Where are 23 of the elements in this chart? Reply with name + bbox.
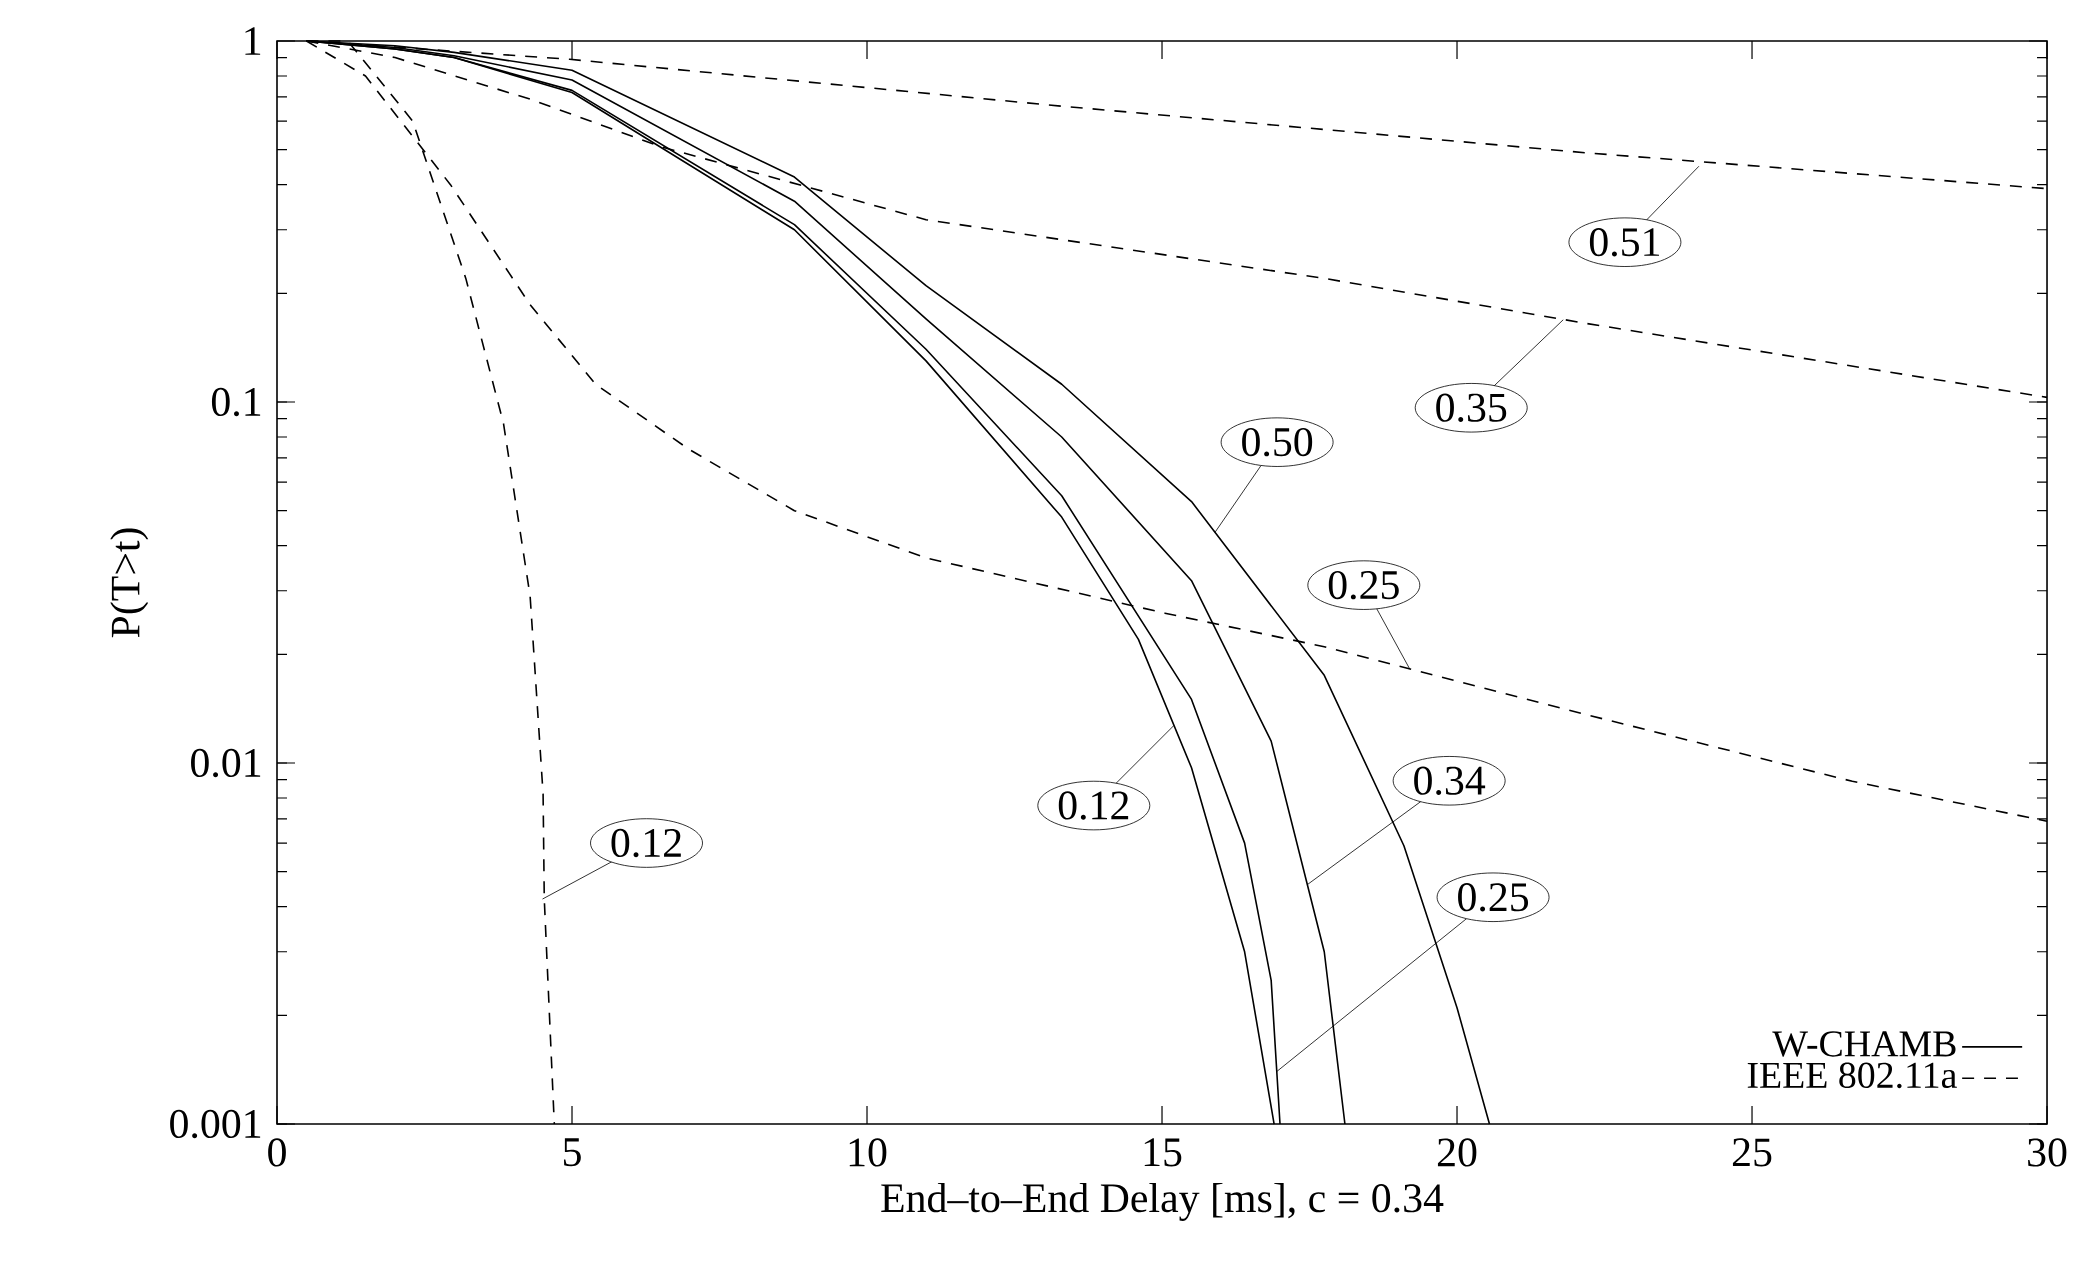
annotation: 0.25 xyxy=(1458,883,1529,912)
annotation: 0.12 xyxy=(1058,791,1129,820)
annotation: 0.51 xyxy=(1589,228,1660,257)
annotation: 0.35 xyxy=(1436,393,1507,422)
legend-label: IEEE 802.11a xyxy=(1747,1062,1957,1089)
x-tick-label: 5 xyxy=(563,1138,581,1167)
x-tick-label: 0 xyxy=(268,1138,286,1167)
annotation: 0.50 xyxy=(1242,427,1313,457)
y-tick-label: 0.1 xyxy=(211,387,261,417)
x-tick-label: 25 xyxy=(1732,1138,1772,1167)
legend-label: W-CHAMB xyxy=(1772,1031,1956,1057)
y-tick-label: 1 xyxy=(245,27,261,55)
annotation: 0.12 xyxy=(611,828,681,858)
x-tick-label: 10 xyxy=(849,1138,887,1167)
annotation: 0.34 xyxy=(1414,766,1486,795)
y-tick-label: 0.01 xyxy=(191,748,261,778)
x-axis-title: End–to–End Delay [ms], c = 0.34 xyxy=(881,1182,1444,1221)
x-tick-label: 20 xyxy=(1437,1138,1477,1167)
annotation: 0.25 xyxy=(1328,570,1399,600)
y-axis-title: P(T>t) xyxy=(110,528,149,638)
x-tick-label: 15 xyxy=(1144,1138,1182,1167)
y-tick-label: 0.001 xyxy=(170,1109,261,1139)
x-tick-label: 30 xyxy=(2028,1138,2067,1167)
